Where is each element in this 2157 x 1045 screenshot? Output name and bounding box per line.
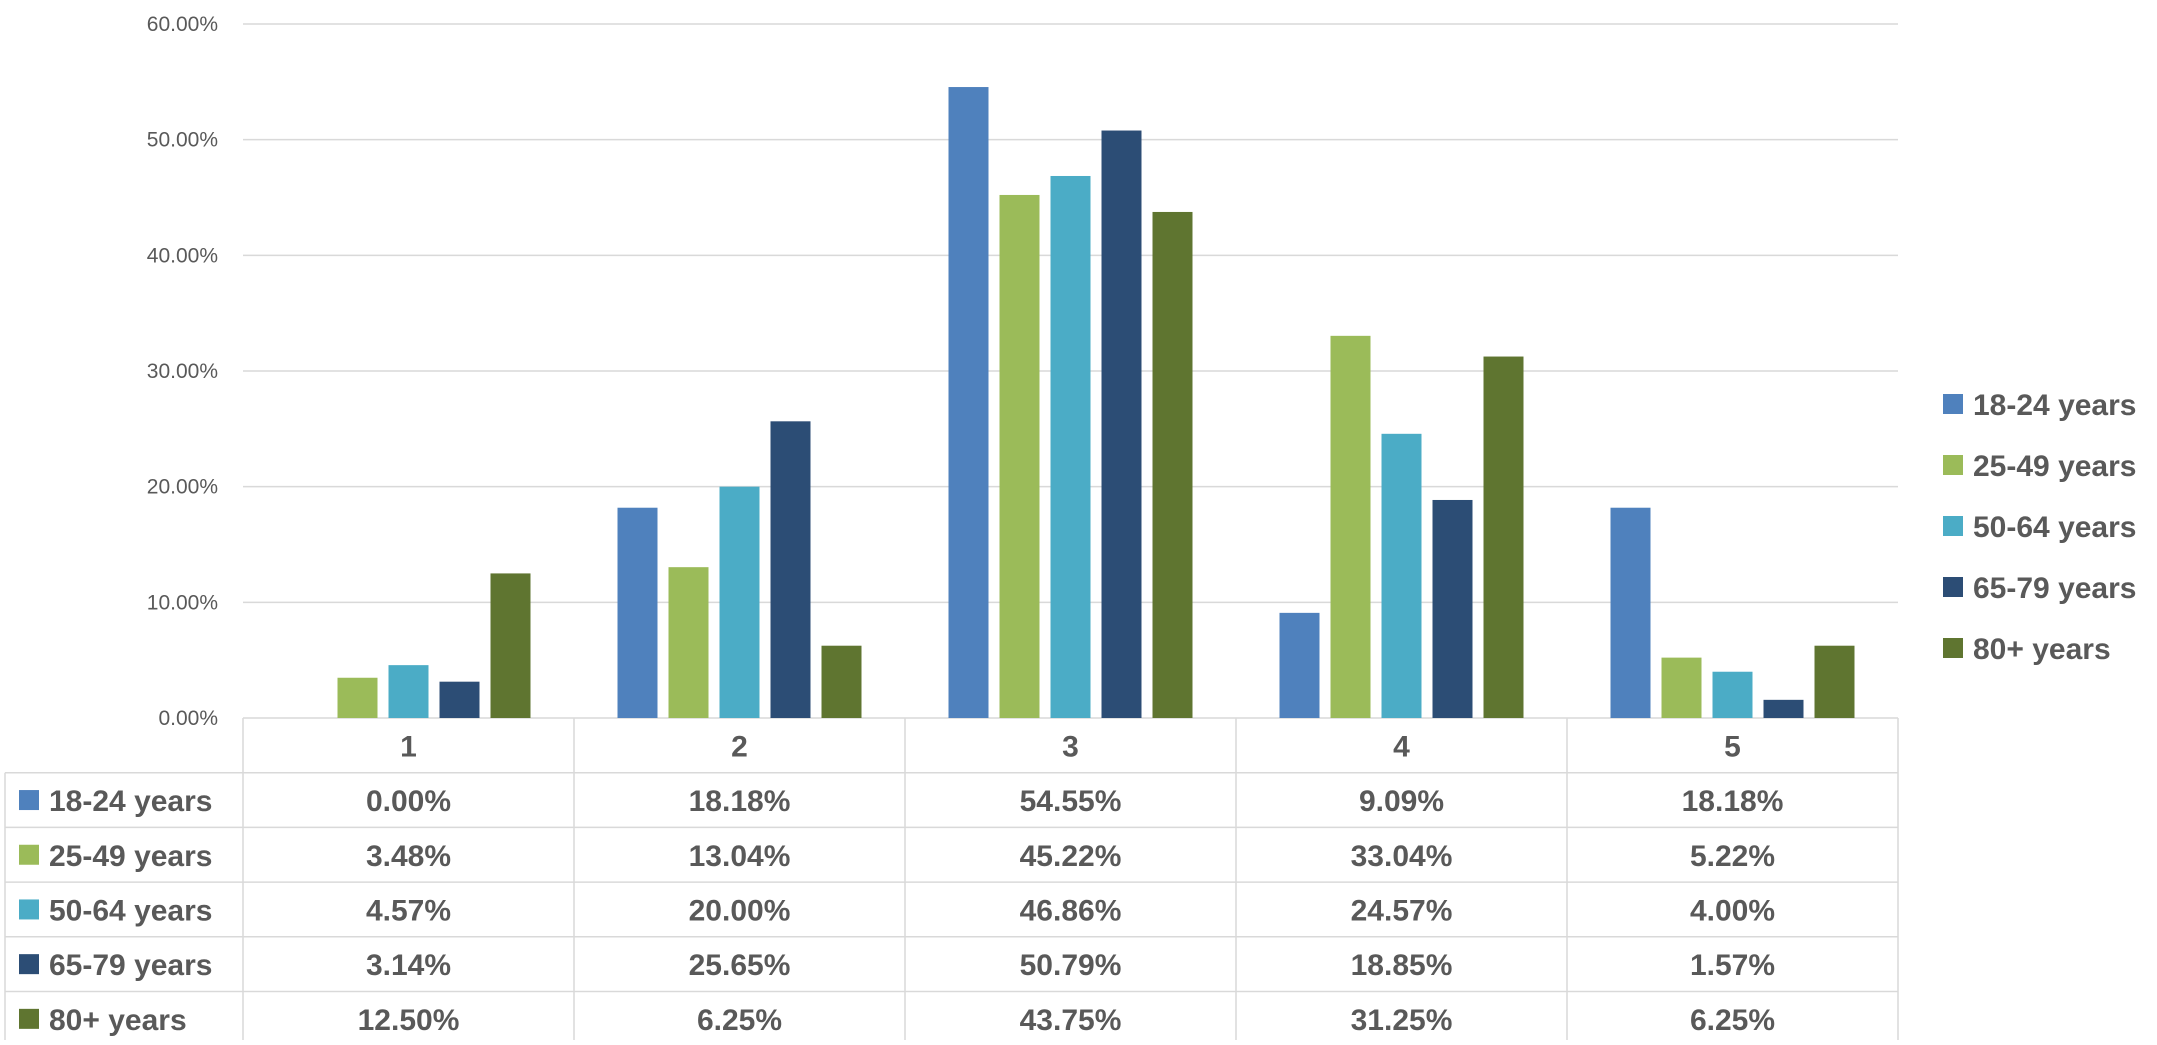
table-cell-value: 33.04% — [1351, 840, 1453, 873]
table-series-label: 65-79 years — [49, 949, 212, 982]
bars — [337, 87, 1855, 719]
bar-65-79-years-cat-3 — [1101, 130, 1142, 719]
category-label: 4 — [1393, 730, 1410, 763]
bar-18-24-years-cat-2 — [617, 507, 658, 718]
legend-swatch — [1943, 394, 1963, 414]
category-label: 5 — [1724, 730, 1741, 763]
table-cell-value: 3.14% — [366, 949, 451, 982]
category-label: 1 — [400, 730, 417, 763]
bar-80-years-cat-5 — [1814, 645, 1855, 718]
table-cell-value: 1.57% — [1690, 949, 1775, 982]
bar-50-64-years-cat-2 — [719, 486, 760, 718]
legend-swatch — [1943, 455, 1963, 475]
table-cell-value: 9.09% — [1359, 785, 1444, 818]
data-table: 1 2 3 4 5 18-24 years 0.00% 18.18% 54.55% 9.09% 18… — [4, 718, 1899, 1040]
table-cell-value: 6.25% — [1690, 1004, 1775, 1037]
table-cell-value: 43.75% — [1020, 1004, 1122, 1037]
legend-swatch — [1943, 577, 1963, 597]
table-legend-key — [19, 899, 39, 920]
table-legend-key — [19, 844, 39, 865]
table-legend-key — [19, 790, 39, 811]
bar-65-79-years-cat-5 — [1763, 699, 1804, 718]
bar-18-24-years-cat-4 — [1279, 612, 1320, 718]
bar-25-49-years-cat-4 — [1330, 335, 1371, 718]
category-label: 3 — [1062, 730, 1079, 763]
bar-25-49-years-cat-3 — [999, 194, 1040, 719]
table-cell-value: 3.48% — [366, 840, 451, 873]
table-cell-value: 18.85% — [1351, 949, 1453, 982]
bar-80-years-cat-1 — [490, 573, 531, 718]
table-series-label: 50-64 years — [49, 894, 212, 927]
bar-25-49-years-cat-5 — [1661, 657, 1702, 718]
table-cell-value: 6.25% — [697, 1004, 782, 1037]
legend-swatch — [1943, 516, 1963, 536]
table-cell-value: 4.57% — [366, 894, 451, 927]
table-cell-value: 5.22% — [1690, 840, 1775, 873]
bar-25-49-years-cat-1 — [337, 677, 378, 718]
bar-80-years-cat-3 — [1152, 211, 1193, 719]
table-cell-value: 0.00% — [366, 785, 451, 818]
bar-80-years-cat-2 — [821, 645, 862, 718]
table-cell-value: 20.00% — [689, 894, 791, 927]
y-tick-label: 60.00% — [147, 13, 218, 36]
legend-swatch — [1943, 638, 1963, 658]
y-tick-label: 20.00% — [147, 476, 218, 499]
table-legend-key — [19, 1008, 39, 1029]
table-cell-value: 54.55% — [1020, 785, 1122, 818]
table-cell-value: 13.04% — [689, 840, 791, 873]
y-tick-label: 50.00% — [147, 129, 218, 152]
legend: 18-24 years 25-49 years 50-64 years 65-79 y… — [1943, 389, 2136, 666]
bar-25-49-years-cat-2 — [668, 567, 709, 718]
table-cell-value: 24.57% — [1351, 894, 1453, 927]
y-tick-label: 0.00% — [158, 707, 218, 730]
bar-50-64-years-cat-4 — [1381, 433, 1422, 718]
table-cell-value: 46.86% — [1020, 894, 1122, 927]
bar-50-64-years-cat-5 — [1712, 671, 1753, 718]
bar-65-79-years-cat-4 — [1432, 499, 1473, 718]
bar-65-79-years-cat-2 — [770, 421, 811, 718]
table-cell-value: 18.18% — [689, 785, 791, 818]
y-tick-label: 30.00% — [147, 360, 218, 383]
table-legend-key — [19, 954, 39, 975]
bar-50-64-years-cat-1 — [388, 665, 429, 718]
bar-18-24-years-cat-5 — [1610, 507, 1651, 718]
legend-label: 65-79 years — [1973, 572, 2136, 605]
bar-50-64-years-cat-3 — [1050, 175, 1091, 719]
y-axis-ticks: 0.00% 10.00% 20.00% 30.00% 40.00% 50.00% 60.00… — [147, 13, 218, 730]
bar-80-years-cat-4 — [1483, 356, 1524, 718]
table-cell-value: 50.79% — [1020, 949, 1122, 982]
table-series-label: 80+ years — [49, 1004, 187, 1037]
table-series-label: 18-24 years — [49, 785, 212, 818]
table-cell-value: 45.22% — [1020, 840, 1122, 873]
y-tick-label: 40.00% — [147, 244, 218, 267]
legend-label: 80+ years — [1973, 633, 2111, 666]
category-label: 2 — [731, 730, 748, 763]
table-cell-value: 18.18% — [1682, 785, 1784, 818]
table-cell-value: 25.65% — [689, 949, 791, 982]
table-cell-value: 12.50% — [358, 1004, 460, 1037]
y-tick-label: 10.00% — [147, 591, 218, 614]
legend-label: 25-49 years — [1973, 450, 2136, 483]
bar-18-24-years-cat-3 — [948, 87, 989, 718]
legend-label: 18-24 years — [1973, 389, 2136, 422]
table-cell-value: 4.00% — [1690, 894, 1775, 927]
table-series-label: 25-49 years — [49, 840, 212, 873]
bar-65-79-years-cat-1 — [439, 681, 480, 718]
table-cell-value: 31.25% — [1351, 1004, 1453, 1037]
legend-label: 50-64 years — [1973, 511, 2136, 544]
